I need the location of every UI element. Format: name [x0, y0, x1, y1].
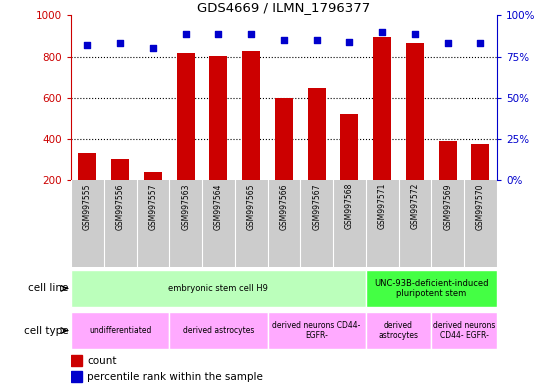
Bar	[308, 88, 325, 222]
Bar	[373, 37, 391, 222]
Text: GSM997568: GSM997568	[345, 183, 354, 230]
Bar	[71, 270, 366, 307]
Text: GSM997570: GSM997570	[476, 183, 485, 230]
Bar	[431, 312, 497, 349]
Text: undifferentiated: undifferentiated	[89, 326, 151, 335]
Point	[411, 30, 419, 36]
Text: GSM997572: GSM997572	[411, 183, 419, 230]
Point	[345, 39, 354, 45]
Text: GSM997566: GSM997566	[280, 183, 288, 230]
Text: GSM997571: GSM997571	[378, 183, 387, 230]
Text: GSM997563: GSM997563	[181, 183, 190, 230]
Title: GDS4669 / ILMN_1796377: GDS4669 / ILMN_1796377	[197, 1, 371, 14]
Text: GSM997556: GSM997556	[116, 183, 124, 230]
Point	[83, 42, 92, 48]
Bar	[275, 98, 293, 222]
Bar	[71, 355, 82, 366]
Point	[280, 37, 288, 43]
Point	[149, 45, 157, 51]
Point	[214, 30, 223, 36]
Bar	[71, 371, 82, 382]
Point	[476, 40, 485, 46]
Text: derived
astrocytes: derived astrocytes	[378, 321, 419, 340]
Point	[312, 37, 321, 43]
Text: derived neurons CD44-
EGFR-: derived neurons CD44- EGFR-	[272, 321, 361, 340]
Bar	[177, 53, 194, 222]
Bar	[71, 312, 169, 349]
Text: derived astrocytes: derived astrocytes	[183, 326, 254, 335]
Bar	[210, 56, 227, 222]
Text: GSM997569: GSM997569	[443, 183, 452, 230]
Text: count: count	[87, 356, 117, 366]
Text: derived neurons
CD44- EGFR-: derived neurons CD44- EGFR-	[433, 321, 495, 340]
Text: GSM997557: GSM997557	[149, 183, 157, 230]
Point	[247, 30, 256, 36]
Bar	[366, 270, 497, 307]
Text: GSM997555: GSM997555	[83, 183, 92, 230]
Point	[116, 40, 124, 46]
Point	[378, 29, 387, 35]
Text: embryonic stem cell H9: embryonic stem cell H9	[169, 284, 268, 293]
Bar	[406, 43, 424, 222]
Text: cell line: cell line	[28, 283, 68, 293]
Bar	[366, 312, 431, 349]
Bar	[472, 144, 490, 222]
Text: GSM997565: GSM997565	[247, 183, 256, 230]
Text: UNC-93B-deficient-induced
pluripotent stem: UNC-93B-deficient-induced pluripotent st…	[374, 279, 489, 298]
Bar	[268, 312, 366, 349]
Bar	[79, 152, 96, 222]
Bar	[144, 172, 162, 222]
Point	[181, 30, 190, 36]
Text: cell type: cell type	[23, 326, 68, 336]
Point	[443, 40, 452, 46]
Bar	[242, 51, 260, 222]
Text: GSM997567: GSM997567	[312, 183, 321, 230]
Text: GSM997564: GSM997564	[214, 183, 223, 230]
Bar	[438, 141, 456, 222]
Bar	[341, 114, 358, 222]
Text: percentile rank within the sample: percentile rank within the sample	[87, 372, 263, 382]
Bar	[111, 159, 129, 222]
Bar	[169, 312, 268, 349]
